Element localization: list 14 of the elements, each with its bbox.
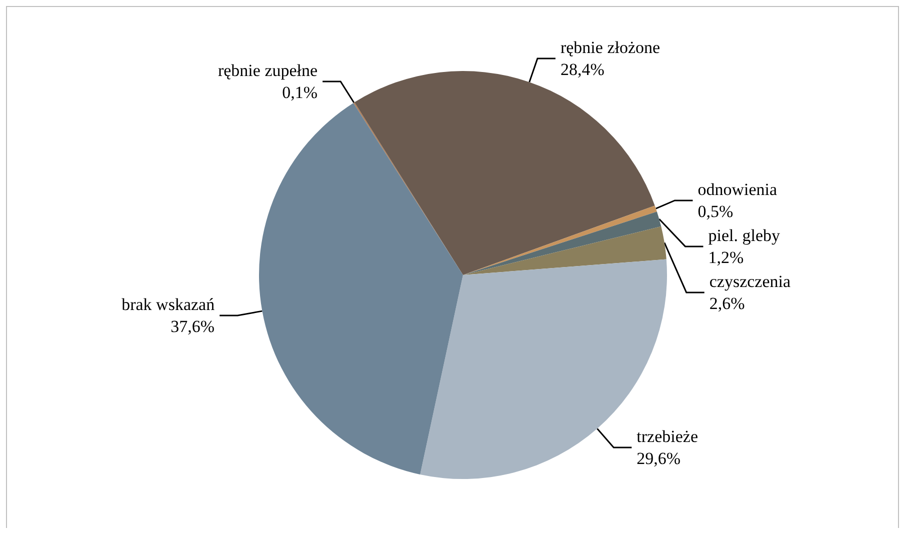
slice-label: piel. gleby — [708, 226, 780, 245]
data-label: 29,6% — [636, 448, 681, 468]
slice-label: czyszczenia — [709, 272, 791, 291]
slice-label: rębnie złożone — [560, 38, 660, 57]
slice-label: rębnie zupełne — [218, 60, 318, 80]
data-label: 37,6% — [170, 316, 215, 336]
slice-label: brak wskazań — [122, 294, 216, 314]
data-label: 0,5% — [698, 202, 734, 221]
data-label: 28,4% — [560, 60, 604, 79]
slice-label: trzebieże — [636, 426, 698, 446]
data-label: 2,6% — [709, 294, 745, 313]
data-label: 0,1% — [282, 82, 318, 102]
slice-label: odnowienia — [698, 180, 778, 199]
data-label: 1,2% — [708, 248, 744, 267]
